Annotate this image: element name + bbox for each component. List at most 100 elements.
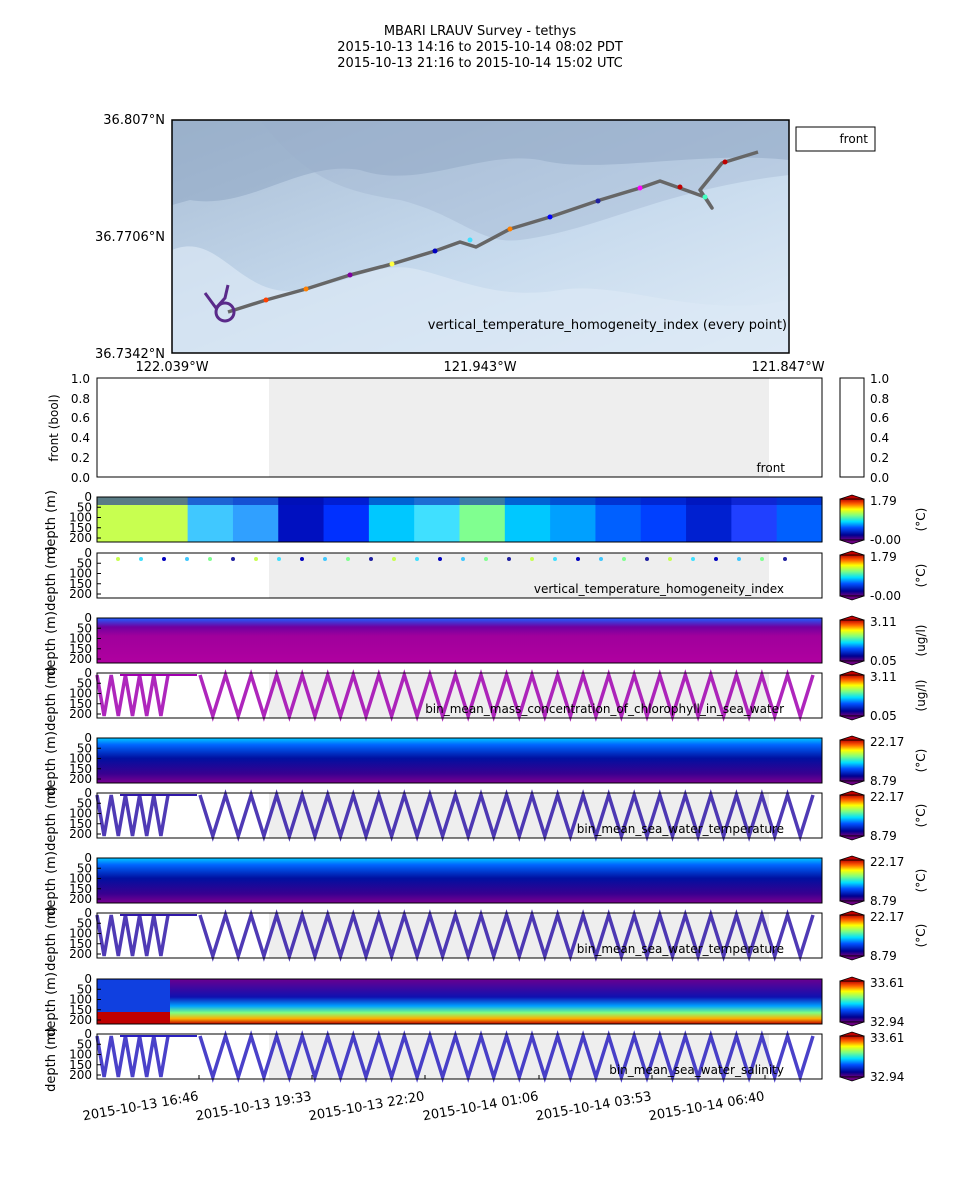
track-points [263,159,728,303]
front-ytick: 0.4 [71,431,90,445]
colorbar-max-label: 1.79 [870,550,897,564]
depth-tick-label: 0 [84,786,92,800]
depth-tick-label: 50 [77,621,92,635]
colorbar-unit-label: (°C) [914,508,928,532]
colorbar-gradient [839,674,865,717]
index-point [530,557,534,561]
colorbar-extend-bottom [839,595,865,601]
depth-tick-label: 0 [84,906,92,920]
panel-frame [96,672,823,719]
colorbar: 3.11 0.05 (ug/l) [839,670,928,723]
colorbar-gradient [839,554,865,597]
colorbar-extend-bottom [839,900,865,906]
index-point [346,557,350,561]
depth-tick-label: 150 [69,937,92,951]
map-panel: 36.807°N 36.7706°N 36.7342°N 122.039°W 1… [95,113,876,375]
colorbar-min-label: 8.79 [870,774,897,788]
colorbar-unit-label: (ug/l) [914,625,928,657]
depth-axis-label: depth (m) [44,666,59,731]
track-point [677,184,683,190]
depth-tick-label: 200 [69,772,92,786]
lon-tick-right: 121.847°W [751,360,824,375]
panel-frame [96,1033,823,1080]
colorbar-max-label: 1.79 [870,494,897,508]
depth-tick-label: 150 [69,521,92,535]
depth-tick-label: 0 [84,666,92,680]
index-point [645,557,649,561]
colorbar-min-label: 8.79 [870,894,897,908]
lat-tick-bottom: 36.7342°N [95,347,165,362]
depth-tick-label: 150 [69,577,92,591]
front-cbar-tick: 0.4 [870,431,889,445]
depth-tick-label: 50 [77,916,92,930]
colorbar: 33.61 32.94 [839,976,904,1029]
depth-tick-label: 200 [69,587,92,601]
colorbar-min-label: 8.79 [870,829,897,843]
depth-tick-label: 0 [84,731,92,745]
depth-tick-label: 200 [69,1068,92,1082]
front-cbar-tick: 1.0 [870,372,889,386]
index-point [599,557,603,561]
front-label: front [756,461,785,475]
colorbar-gradient [839,1035,865,1078]
lat-tick-top: 36.807°N [103,113,165,128]
depth-axis-label: depth (m) [44,972,59,1037]
depth-tick-label: 150 [69,697,92,711]
section-patch [97,1012,170,1024]
front-ytick: 1.0 [71,372,90,386]
colorbar-extend-top [839,910,865,916]
depth-tick-label: 0 [84,972,92,986]
depth-tick-label: 200 [69,947,92,961]
depth-axis-label: depth (m) [44,611,59,676]
colorbar-min-label: 32.94 [870,1015,904,1029]
panel-variable-label: bin_mean_sea_water_temperature [577,822,784,836]
colorbar-gradient [839,619,865,662]
colorbar-extend-bottom [839,1021,865,1027]
time-range-utc: 2015-10-13 21:16 to 2015-10-14 15:02 UTC [337,56,623,71]
panel-frame [96,857,823,904]
colorbar-min-label: 0.05 [870,654,897,668]
colorbar: 1.79 -0.00 (°C) [839,550,928,603]
lat-tick-mid: 36.7706°N [95,230,165,245]
front-colorbar [839,377,865,478]
index-point [369,557,373,561]
colorbar-extend-bottom [839,660,865,666]
track-point [702,194,708,200]
track-point [507,226,513,232]
lon-tick-mid: 121.943°W [443,360,516,375]
track-point [303,286,309,292]
colorbar-unit-label: (°C) [914,749,928,773]
depth-axis-label: depth (m) [44,906,59,971]
map-deep-shelf [172,120,789,205]
colorbar-extend-top [839,976,865,982]
colorbar-max-label: 22.17 [870,735,904,749]
colorbar-max-label: 22.17 [870,790,904,804]
time-tick-label: 2015-10-14 06:40 [648,1089,766,1124]
depth-tick-label: 150 [69,882,92,896]
colorbar-max-label: 33.61 [870,1031,904,1045]
panel-frame [96,617,823,664]
front-shaded-interval [269,378,769,477]
colorbar-max-label: 3.11 [870,670,897,684]
index-point [622,557,626,561]
index-point [438,557,442,561]
depth-tick-label: 0 [84,851,92,865]
index-point [231,557,235,561]
colorbar-unit-label: (°C) [914,924,928,948]
index-point [461,557,465,561]
depth-axis-label: depth (m) [44,731,59,796]
depth-tick-label: 100 [69,1048,92,1062]
depth-tick-label: 100 [69,927,92,941]
index-point [185,557,189,561]
panel-frame [96,912,823,959]
colorbar-gradient [839,914,865,957]
depth-tick-label: 150 [69,1058,92,1072]
index-point [714,557,718,561]
index-point [277,557,281,561]
